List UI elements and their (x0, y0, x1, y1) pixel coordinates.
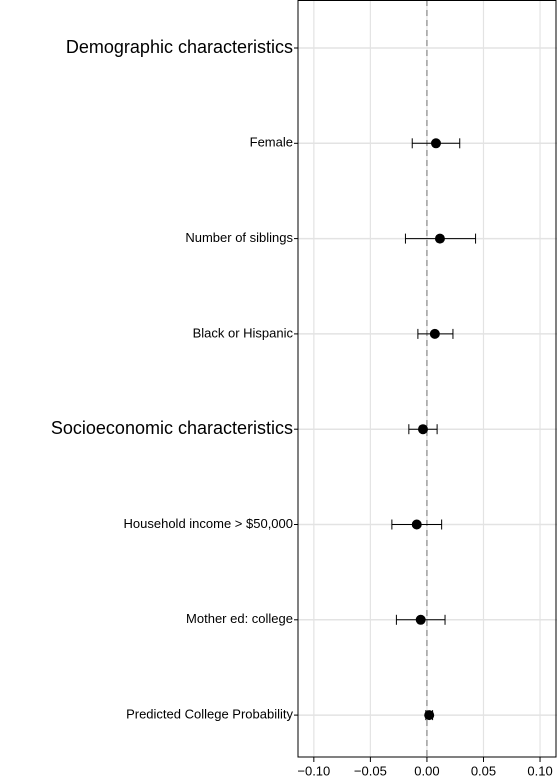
point (417, 424, 428, 435)
y-tick-label: Socioeconomic characteristics (51, 418, 293, 438)
y-tick-label: Female (250, 135, 293, 150)
y-tick-label: Predicted College Probability (126, 707, 293, 722)
point (415, 614, 426, 625)
y-tick-label: Mother ed: college (186, 611, 293, 626)
x-tick-label: −0.05 (354, 763, 387, 778)
y-tick-label: Number of siblings (185, 230, 293, 245)
point (429, 328, 440, 339)
point (424, 710, 435, 721)
plot-frame (297, 0, 557, 758)
x-tick-label: 0.00 (414, 763, 439, 778)
x-tick-label: 0.10 (527, 763, 552, 778)
y-tick-label: Black or Hispanic (193, 325, 294, 340)
x-tick-label: −0.10 (297, 763, 330, 778)
point (430, 138, 441, 149)
point (434, 233, 445, 244)
y-tick-label: Demographic characteristics (66, 37, 293, 57)
x-tick-label: 0.05 (471, 763, 496, 778)
y-tick-label: Household income > $50,000 (124, 516, 293, 531)
point (411, 519, 422, 530)
